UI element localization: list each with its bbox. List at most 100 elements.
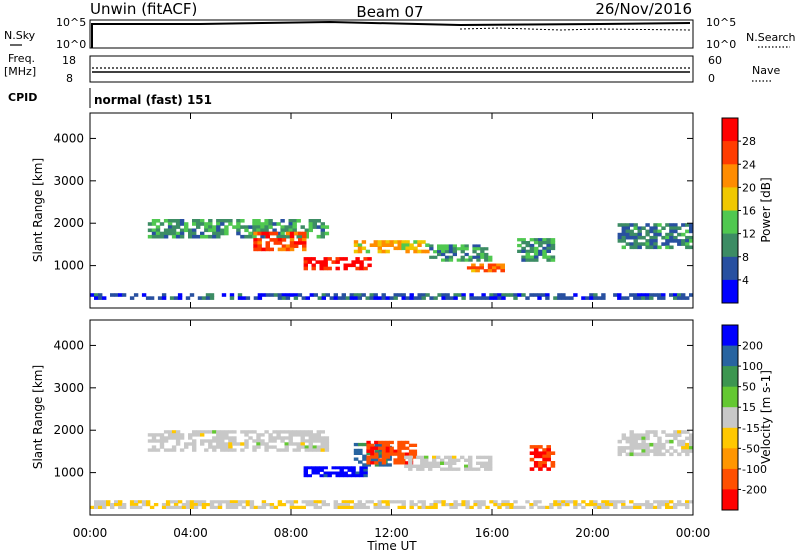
data-cell-4	[448, 250, 454, 254]
data-cell-6	[629, 439, 634, 444]
data-cell-4	[429, 255, 434, 259]
data-cell-4	[420, 464, 425, 468]
data-cell-0	[256, 222, 261, 226]
data-cell-8	[333, 296, 338, 300]
data-cell-5	[542, 464, 547, 468]
data-cell-7	[681, 503, 686, 507]
data-cell-0	[264, 445, 269, 449]
data-cell-0	[175, 225, 181, 229]
data-cell-0	[320, 442, 325, 446]
data-cell-5	[500, 269, 505, 273]
data-cell-7	[689, 223, 694, 227]
data-cell-7	[665, 505, 670, 509]
colorbar-tick-label: 16	[742, 205, 756, 218]
data-cell-4	[452, 467, 457, 471]
data-cell-7	[621, 223, 626, 227]
data-cell-7	[421, 500, 426, 504]
data-cell-1	[363, 466, 368, 470]
data-cell-8	[329, 296, 334, 300]
y-tick-label: 1000	[53, 466, 84, 480]
data-cell-7	[673, 235, 678, 240]
data-cell-7	[545, 505, 550, 509]
nave-tick-bottom: 0	[708, 72, 715, 85]
data-cell-3	[405, 452, 410, 456]
data-cell-5	[546, 451, 551, 455]
data-cell-8	[141, 293, 147, 297]
data-cell-8	[641, 293, 646, 297]
data-cell-0	[272, 439, 277, 443]
data-cell-0	[204, 222, 209, 226]
data-cell-0	[244, 430, 249, 434]
data-cell-8	[401, 293, 406, 297]
data-cell-8	[129, 296, 135, 300]
data-cell-2	[359, 260, 364, 264]
data-cell-4	[448, 455, 453, 460]
data-cell-6	[689, 442, 694, 447]
data-cell-7	[229, 505, 235, 509]
data-cell-2	[358, 448, 363, 453]
data-cell-6	[669, 433, 674, 437]
data-cell-4	[444, 247, 450, 251]
data-cell-8	[445, 293, 450, 297]
data-cell-4	[452, 455, 457, 460]
data-cell-7	[217, 500, 223, 504]
data-cell-0	[163, 439, 169, 443]
data-cell-7	[353, 505, 358, 509]
data-cell-8	[365, 296, 370, 300]
data-cell-5	[542, 454, 547, 459]
data-cell-7	[121, 505, 127, 509]
data-cell-2	[339, 257, 344, 261]
data-cell-0	[244, 433, 249, 437]
data-cell-0	[228, 436, 233, 440]
data-cell-4	[416, 467, 421, 471]
data-cell-0	[304, 231, 309, 236]
data-cell-1	[351, 466, 356, 470]
data-cell-3	[397, 449, 402, 453]
data-cell-6	[645, 452, 650, 457]
data-cell-5	[538, 451, 543, 455]
data-cell-0	[167, 430, 173, 434]
data-cell-0	[163, 448, 169, 452]
data-cell-6	[538, 243, 543, 248]
data-cell-7	[637, 245, 642, 250]
data-cell-2	[311, 257, 316, 261]
data-cell-0	[171, 430, 177, 434]
data-cell-8	[625, 296, 630, 300]
data-cell-8	[197, 296, 203, 300]
data-cell-8	[325, 293, 330, 297]
data-cell-7	[429, 505, 434, 509]
data-cell-0	[196, 219, 201, 223]
data-cell-2	[303, 260, 308, 264]
data-cell-6	[621, 436, 626, 441]
data-cell-2	[331, 260, 336, 264]
data-cell-7	[102, 505, 107, 509]
data-cell-7	[653, 242, 658, 246]
data-cell-6	[533, 255, 539, 259]
data-cell-0	[232, 225, 237, 229]
data-cell-8	[477, 296, 482, 300]
data-cell-0	[204, 234, 209, 239]
data-cell-0	[292, 222, 297, 226]
data-cell-3	[370, 443, 375, 447]
data-cell-6	[621, 433, 626, 437]
data-cell-6	[546, 241, 551, 245]
data-cell-4	[468, 464, 473, 468]
data-cell-1	[273, 231, 279, 236]
data-cell-0	[151, 219, 157, 223]
data-cell-4	[452, 458, 457, 462]
data-cell-7	[681, 223, 686, 227]
colorbar-swatch	[722, 210, 738, 235]
data-cell-0	[147, 222, 153, 226]
data-cell-8	[437, 293, 442, 297]
data-cell-6	[637, 433, 642, 437]
data-cell-4	[424, 464, 429, 468]
data-cell-7	[461, 503, 466, 507]
data-cell-0	[208, 225, 213, 229]
data-cell-1	[253, 244, 258, 248]
data-cell-7	[649, 226, 654, 230]
data-cell-0	[244, 225, 249, 229]
data-cell-7	[301, 505, 306, 509]
data-cell-7	[317, 505, 322, 509]
data-cell-0	[155, 448, 161, 452]
